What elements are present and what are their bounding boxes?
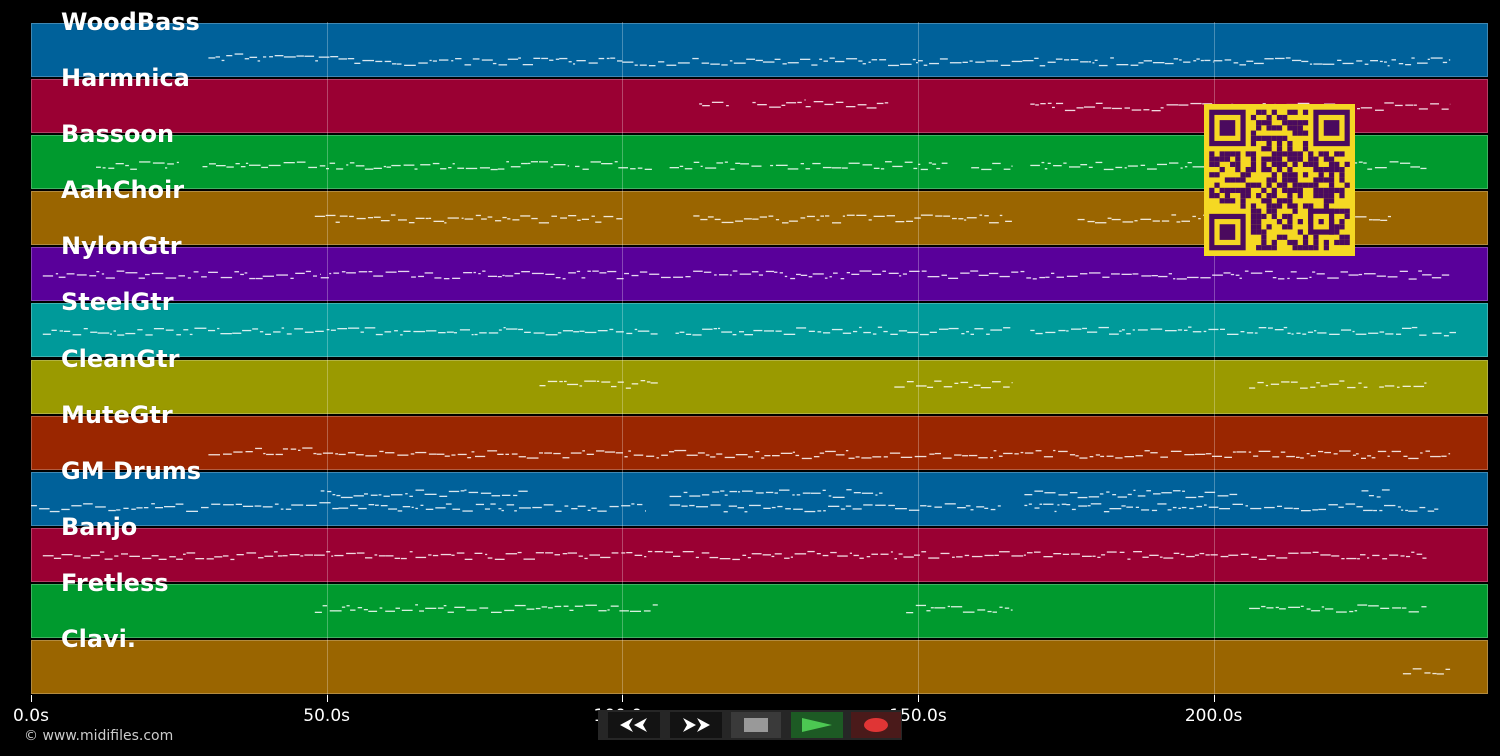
- copyright-text: © www.midifiles.com: [24, 728, 174, 744]
- axis-tick: [917, 695, 919, 702]
- track-lane[interactable]: [31, 527, 1488, 582]
- track-label: SteelGtr: [61, 288, 174, 317]
- play-icon: [802, 718, 832, 732]
- axis-tick-label: 150.0s: [889, 706, 947, 726]
- fast-forward-icon: [683, 718, 710, 732]
- track-lane[interactable]: [31, 23, 1488, 78]
- track-label: NylonGtr: [61, 232, 182, 261]
- track-lane[interactable]: [31, 359, 1488, 414]
- rewind-button[interactable]: [608, 712, 660, 738]
- qr-pattern-icon: [1209, 109, 1350, 251]
- axis-tick-label: 200.0s: [1184, 706, 1243, 726]
- track-label: MuteGtr: [61, 400, 173, 429]
- axis-tick: [622, 695, 624, 702]
- track-lane[interactable]: [31, 583, 1488, 638]
- track-label: CleanGtr: [61, 344, 180, 373]
- transport-controls: [598, 710, 902, 740]
- track-lane[interactable]: [31, 415, 1488, 470]
- track-label: GM Drums: [61, 456, 202, 485]
- axis-tick: [1213, 695, 1215, 702]
- play-button[interactable]: [791, 712, 843, 738]
- track-label: AahChoir: [61, 176, 185, 205]
- track-label: Banjo: [61, 512, 138, 541]
- fast-forward-button[interactable]: [670, 712, 722, 738]
- axis-tick: [31, 695, 32, 702]
- axis-tick-label: 50.0s: [303, 706, 351, 726]
- gridline: [917, 22, 919, 695]
- track-lane[interactable]: [31, 471, 1488, 526]
- rewind-icon: [620, 718, 647, 732]
- track-label: Harmnica: [61, 64, 190, 93]
- track-label: Bassoon: [61, 120, 175, 149]
- stop-icon: [744, 718, 768, 732]
- axis-tick: [326, 695, 328, 702]
- gridline: [326, 22, 328, 695]
- track-lane[interactable]: [31, 247, 1488, 302]
- gridline: [1213, 22, 1215, 695]
- track-label: WoodBass: [61, 8, 200, 36]
- gridline: [622, 22, 624, 695]
- qr-code: [1204, 104, 1355, 256]
- track-label: Fretless: [61, 568, 169, 597]
- record-icon: [864, 718, 888, 732]
- track-label: Clavi.: [61, 624, 137, 653]
- track-lane[interactable]: [31, 639, 1488, 694]
- stop-button[interactable]: [731, 712, 781, 738]
- midi-notes: [31, 53, 1456, 675]
- axis-tick-label: 0.0s: [13, 706, 49, 726]
- record-button[interactable]: [851, 712, 901, 738]
